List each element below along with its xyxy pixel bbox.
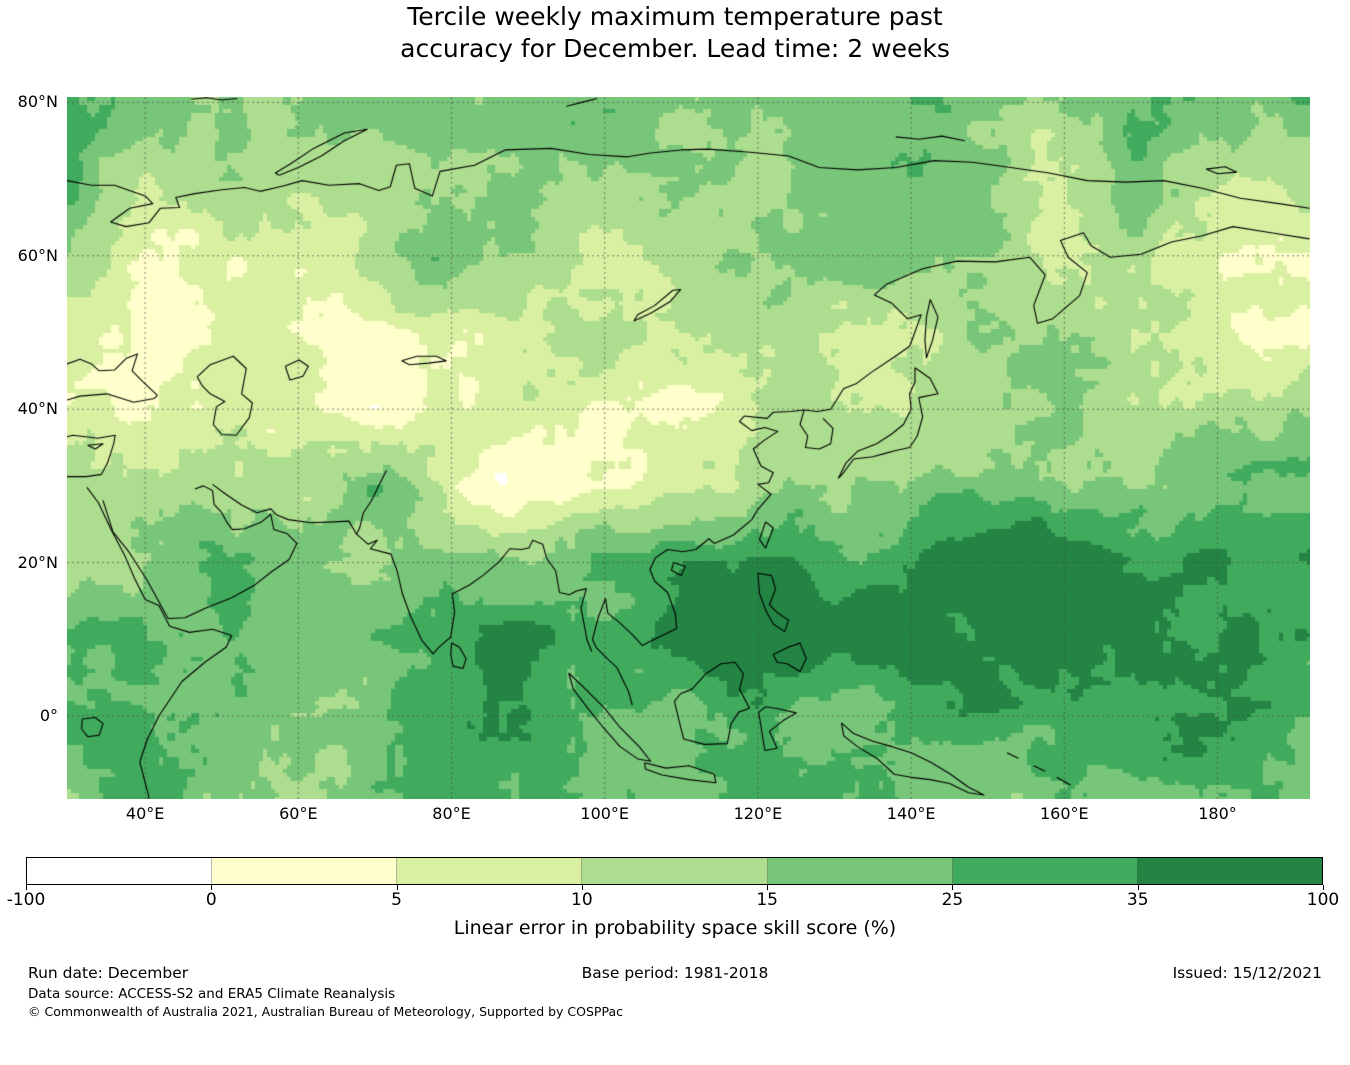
colorbar-tick bbox=[396, 885, 398, 890]
x-tick-label: 120°E bbox=[733, 804, 783, 823]
colorbar-segment bbox=[212, 858, 398, 884]
colorbar-tick bbox=[1323, 885, 1324, 890]
chart-title-line2: accuracy for December. Lead time: 2 week… bbox=[400, 34, 950, 63]
footer-base-period: Base period: 1981-2018 bbox=[581, 964, 769, 982]
colorbar-tick-label: 15 bbox=[756, 890, 778, 910]
colorbar-tick-label: -100 bbox=[6, 890, 46, 910]
colorbar-tick-label: 5 bbox=[391, 890, 402, 910]
colorbar-tick bbox=[952, 885, 954, 890]
colorbar-tick bbox=[1137, 885, 1139, 890]
x-tick-label: 180° bbox=[1198, 804, 1237, 823]
colorbar-segment bbox=[27, 858, 213, 884]
colorbar-tick bbox=[26, 885, 27, 890]
colorbar-tick bbox=[767, 885, 769, 890]
map-plot bbox=[67, 97, 1310, 799]
x-tick-label: 100°E bbox=[580, 804, 630, 823]
colorbar-segment bbox=[1137, 858, 1322, 884]
x-tick-label: 160°E bbox=[1040, 804, 1089, 823]
colorbar-segment bbox=[952, 858, 1138, 884]
x-tick-label: 80°E bbox=[432, 804, 471, 823]
map-canvas bbox=[67, 97, 1310, 799]
colorbar-segment bbox=[397, 858, 583, 884]
y-tick-label: 40°N bbox=[17, 399, 58, 419]
footer-run-date: Run date: December bbox=[28, 964, 189, 982]
chart-title-line1: Tercile weekly maximum temperature past bbox=[407, 2, 943, 31]
chart-title: Tercile weekly maximum temperature past … bbox=[0, 1, 1350, 65]
colorbar-tick-label: 35 bbox=[1126, 890, 1149, 910]
colorbar-label: Linear error in probability space skill … bbox=[453, 917, 897, 939]
x-tick-label: 60°E bbox=[279, 804, 318, 823]
colorbar-tick bbox=[581, 885, 583, 890]
colorbar-segment bbox=[767, 858, 953, 884]
y-tick-label: 60°N bbox=[17, 245, 58, 265]
footer-issued: Issued: 15/12/2021 bbox=[1172, 964, 1322, 982]
colorbar-tick-label: 0 bbox=[205, 890, 217, 910]
x-tick-label: 40°E bbox=[125, 804, 165, 823]
x-tick-label: 140°E bbox=[886, 804, 936, 823]
y-tick-label: 0° bbox=[39, 705, 58, 725]
y-tick-label: 20°N bbox=[17, 552, 58, 572]
colorbar-segment bbox=[582, 858, 768, 884]
y-tick-label: 80°N bbox=[17, 92, 58, 112]
colorbar-tick-label: 10 bbox=[571, 890, 593, 910]
footer-copyright: © Commonwealth of Australia 2021, Austra… bbox=[28, 1004, 623, 1019]
colorbar-tick-label: 100 bbox=[1306, 890, 1340, 910]
colorbar-tick bbox=[211, 885, 213, 890]
colorbar bbox=[26, 857, 1323, 885]
footer-data-source: Data source: ACCESS-S2 and ERA5 Climate … bbox=[28, 986, 396, 1002]
colorbar-tick-label: 25 bbox=[941, 890, 964, 910]
